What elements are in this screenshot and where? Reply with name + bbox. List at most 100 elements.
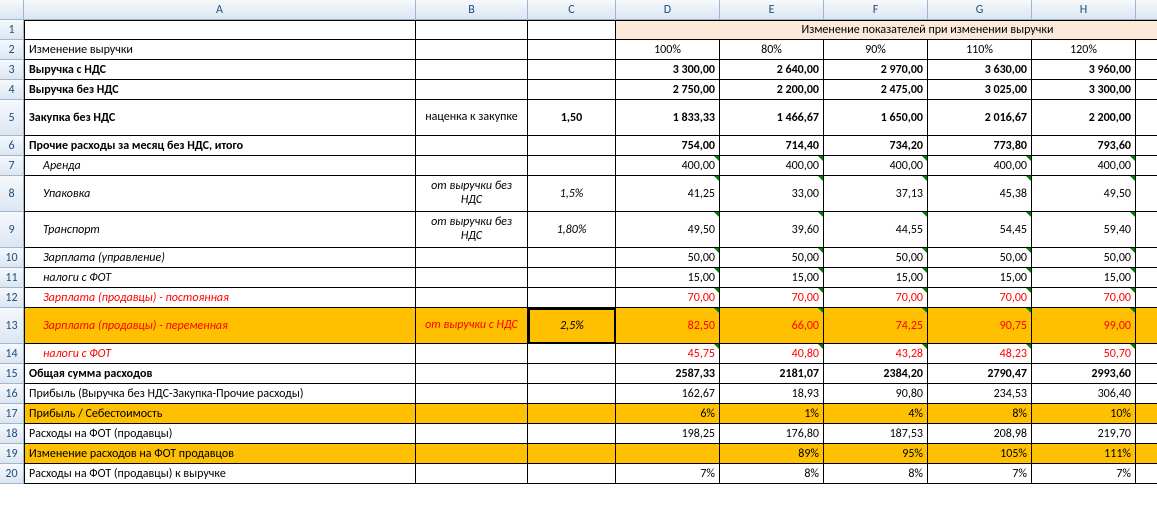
cell-E14[interactable]: 40,80: [720, 344, 824, 364]
cell-B11[interactable]: [416, 268, 528, 288]
cell-H3[interactable]: 3 960,00: [1032, 60, 1136, 80]
row-header-17[interactable]: 17: [0, 404, 24, 424]
cell-G15[interactable]: 2790,47: [928, 364, 1032, 384]
col-header-G[interactable]: G: [928, 0, 1032, 20]
cell-A9[interactable]: Транспорт: [24, 212, 416, 248]
cell-E16[interactable]: 18,93: [720, 384, 824, 404]
cell-H15[interactable]: 2993,60: [1032, 364, 1136, 384]
cell-G12[interactable]: 70,00: [928, 288, 1032, 308]
cell-I14[interactable]: 53,18: [1136, 344, 1157, 364]
cell-C4[interactable]: [528, 80, 616, 100]
cell-C19[interactable]: [528, 444, 616, 464]
cell-D7[interactable]: 400,00: [616, 156, 720, 176]
cell-G17[interactable]: 8%: [928, 404, 1032, 424]
col-header-H[interactable]: H: [1032, 0, 1136, 20]
cell-I12[interactable]: 70,00: [1136, 288, 1157, 308]
spreadsheet-grid[interactable]: A B C D E F G H I 1 Изменение показателе…: [0, 0, 1157, 484]
row-header-7[interactable]: 7: [0, 156, 24, 176]
cell-A2[interactable]: Изменение выручки: [24, 40, 416, 60]
cell-B19[interactable]: [416, 444, 528, 464]
cell-G11[interactable]: 15,00: [928, 268, 1032, 288]
row-header-18[interactable]: 18: [0, 424, 24, 444]
cell-B14[interactable]: [416, 344, 528, 364]
cell-G9[interactable]: 54,45: [928, 212, 1032, 248]
col-header-I[interactable]: I: [1136, 0, 1157, 20]
cell-H19[interactable]: 111%: [1032, 444, 1136, 464]
cell-D2[interactable]: 100%: [616, 40, 720, 60]
row-header-12[interactable]: 12: [0, 288, 24, 308]
cell-C5[interactable]: 1,50: [528, 100, 616, 136]
row-header-15[interactable]: 15: [0, 364, 24, 384]
cell-A20[interactable]: Расходы на ФОТ (продавцы) к выручке: [24, 464, 416, 484]
cell-C18[interactable]: [528, 424, 616, 444]
cell-D10[interactable]: 50,00: [616, 248, 720, 268]
row-header-9[interactable]: 9: [0, 212, 24, 248]
cell-F8[interactable]: 37,13: [824, 176, 928, 212]
cell-A11[interactable]: налоги с ФОТ: [24, 268, 416, 288]
cell-I7[interactable]: 400,00: [1136, 156, 1157, 176]
cell-C16[interactable]: [528, 384, 616, 404]
row-header-13[interactable]: 13: [0, 308, 24, 344]
cell-I10[interactable]: 50,00: [1136, 248, 1157, 268]
cell-C20[interactable]: [528, 464, 616, 484]
cell-F10[interactable]: 50,00: [824, 248, 928, 268]
cell-E10[interactable]: 50,00: [720, 248, 824, 268]
cell-E11[interactable]: 15,00: [720, 268, 824, 288]
col-header-C[interactable]: C: [528, 0, 616, 20]
cell-I3[interactable]: 4 290,00: [1136, 60, 1157, 80]
cell-A7[interactable]: Аренда: [24, 156, 416, 176]
cell-D4[interactable]: 2 750,00: [616, 80, 720, 100]
row-header-16[interactable]: 16: [0, 384, 24, 404]
cell-D9[interactable]: 49,50: [616, 212, 720, 248]
cell-F5[interactable]: 1 650,00: [824, 100, 928, 136]
cell-D3[interactable]: 3 300,00: [616, 60, 720, 80]
cell-G18[interactable]: 208,98: [928, 424, 1032, 444]
cell-F2[interactable]: 90%: [824, 40, 928, 60]
row-header-2[interactable]: 2: [0, 40, 24, 60]
col-header-B[interactable]: B: [416, 0, 528, 20]
cell-F6[interactable]: 734,20: [824, 136, 928, 156]
cell-F11[interactable]: 15,00: [824, 268, 928, 288]
cell-C14[interactable]: [528, 344, 616, 364]
cell-A16[interactable]: Прибыль (Выручка без НДС-Закупка-Прочие …: [24, 384, 416, 404]
cell-F19[interactable]: 95%: [824, 444, 928, 464]
cell-E5[interactable]: 1 466,67: [720, 100, 824, 136]
cell-D16[interactable]: 162,67: [616, 384, 720, 404]
cell-H5[interactable]: 2 200,00: [1032, 100, 1136, 136]
row-header-20[interactable]: 20: [0, 464, 24, 484]
cell-E8[interactable]: 33,00: [720, 176, 824, 212]
cell-A14[interactable]: налоги с ФОТ: [24, 344, 416, 364]
cell-I9[interactable]: 64,35: [1136, 212, 1157, 248]
cell-C2[interactable]: [528, 40, 616, 60]
cell-A13[interactable]: Зарплата (продавцы) - переменная: [24, 308, 416, 344]
cell-I16[interactable]: 378,27: [1136, 384, 1157, 404]
cell-G4[interactable]: 3 025,00: [928, 80, 1032, 100]
cell-H11[interactable]: 15,00: [1032, 268, 1136, 288]
row-header-5[interactable]: 5: [0, 100, 24, 136]
cell-I13[interactable]: 107,25: [1136, 308, 1157, 344]
cell-C9[interactable]: 1,80%: [528, 212, 616, 248]
cell-E9[interactable]: 39,60: [720, 212, 824, 248]
cell-B9[interactable]: от выручки без НДС: [416, 212, 528, 248]
merged-header[interactable]: Изменение показателей при изменении выру…: [616, 20, 1157, 40]
cell-E3[interactable]: 2 640,00: [720, 60, 824, 80]
cell-B8[interactable]: от выручки без НДС: [416, 176, 528, 212]
cell-H14[interactable]: 50,70: [1032, 344, 1136, 364]
cell-A1[interactable]: [24, 20, 416, 40]
cell-I4[interactable]: 3 575,00: [1136, 80, 1157, 100]
cell-E18[interactable]: 176,80: [720, 424, 824, 444]
cell-D19[interactable]: [616, 444, 720, 464]
cell-B7[interactable]: [416, 156, 528, 176]
col-header-E[interactable]: E: [720, 0, 824, 20]
cell-E19[interactable]: 89%: [720, 444, 824, 464]
cell-B2[interactable]: [416, 40, 528, 60]
row-header-14[interactable]: 14: [0, 344, 24, 364]
cell-F9[interactable]: 44,55: [824, 212, 928, 248]
cell-I20[interactable]: 6%: [1136, 464, 1157, 484]
cell-F17[interactable]: 4%: [824, 404, 928, 424]
cell-I6[interactable]: 813,40: [1136, 136, 1157, 156]
cell-G19[interactable]: 105%: [928, 444, 1032, 464]
cell-C7[interactable]: [528, 156, 616, 176]
cell-H7[interactable]: 400,00: [1032, 156, 1136, 176]
cell-H6[interactable]: 793,60: [1032, 136, 1136, 156]
